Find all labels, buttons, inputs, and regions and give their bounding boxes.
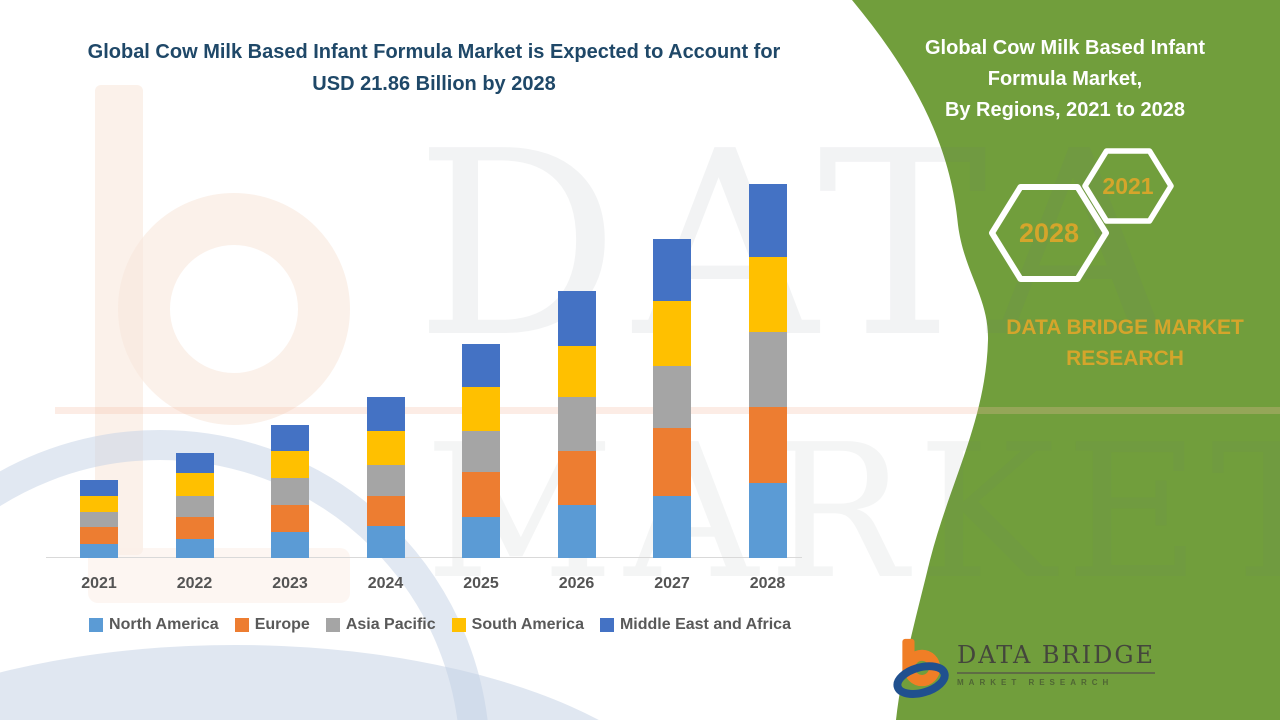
hexagon-outline-icon (989, 184, 1109, 282)
bar-segment-north-america-2028 (748, 482, 787, 558)
legend-label-middle-east-and-africa: Middle East and Africa (619, 616, 791, 633)
bar-segment-north-america-2025 (462, 516, 500, 558)
legend-swatch-icon-asia-pacific (325, 618, 340, 632)
data-bridge-logo-icon (893, 638, 949, 698)
bar-segment-middle-east-and-africa-2021 (80, 480, 118, 496)
legend-swatch-icon-europe (234, 618, 249, 632)
bar-2021 (80, 480, 118, 558)
legend-item-middle-east-and-africa: Middle East and Africa (599, 616, 791, 634)
legend-item-europe: Europe (234, 616, 310, 634)
bar-segment-europe-2028 (748, 407, 787, 483)
bar-segment-asia-pacific-2025 (462, 431, 500, 472)
legend-swatch-icon-south-america (451, 618, 466, 632)
bar-segment-middle-east-and-africa-2022 (175, 452, 214, 473)
footer-logo: DATA BRIDGE MARKET RESEARCH (893, 636, 1156, 698)
x-axis-line (46, 557, 802, 558)
bar-segment-europe-2025 (462, 471, 500, 517)
bar-segment-south-america-2026 (557, 345, 596, 398)
bar-segment-south-america-2025 (462, 386, 500, 432)
x-axis-label-2025: 2025 (463, 575, 499, 592)
bar-segment-asia-pacific-2026 (557, 397, 596, 452)
bar-segment-north-america-2023 (271, 531, 309, 558)
bar-segment-europe-2027 (653, 428, 691, 496)
side-panel-title: Global Cow Milk Based Infant Formula Mar… (890, 33, 1240, 126)
bar-2028 (748, 183, 787, 558)
legend-label-north-america: North America (109, 616, 219, 633)
side-panel-title-line2: By Regions, 2021 to 2028 (944, 99, 1186, 121)
hexagon-year-back: 2021 (1102, 172, 1154, 199)
bar-segment-asia-pacific-2021 (80, 511, 118, 528)
bar-segment-middle-east-and-africa-2026 (557, 291, 596, 346)
bar-segment-south-america-2024 (366, 430, 405, 465)
bar-segment-asia-pacific-2022 (175, 495, 214, 518)
legend-swatch-icon-north-america (89, 618, 104, 632)
x-axis-label-2027: 2027 (654, 575, 690, 592)
bar-segment-middle-east-and-africa-2024 (366, 397, 405, 431)
bar-segment-south-america-2021 (80, 495, 118, 512)
bar-segment-europe-2024 (366, 495, 405, 527)
bar-segment-asia-pacific-2023 (271, 477, 309, 505)
green-panel-shape (852, 0, 1280, 720)
legend-item-south-america: South America (451, 616, 584, 634)
footer-logo-brand: DATA BRIDGE (957, 641, 1156, 674)
chart-title-line1: Global Cow Milk Based Infant Formula Mar… (87, 41, 781, 63)
x-axis-label-2021: 2021 (81, 575, 117, 592)
plot-area: 2021 2022 2023 2024 2025 2026 2027 2028 (46, 183, 802, 592)
x-axis-label-2022: 2022 (176, 575, 213, 592)
bar-segment-north-america-2026 (557, 505, 596, 558)
legend-label-asia-pacific: Asia Pacific (345, 616, 436, 633)
footer-logo-text: DATA BRIDGE MARKET RESEARCH (957, 636, 1156, 687)
bar-2025 (462, 344, 500, 558)
legend-label-south-america: South America (471, 616, 584, 633)
bar-segment-south-america-2028 (748, 256, 787, 333)
bar-segment-south-america-2022 (175, 472, 214, 496)
bar-2022 (175, 452, 214, 558)
bar-segment-europe-2023 (271, 505, 309, 532)
legend-item-north-america: North America (89, 616, 219, 634)
bar-segment-asia-pacific-2028 (748, 332, 787, 408)
hexagon-badge-2021: 2021 (1082, 145, 1174, 227)
bar-segment-europe-2026 (557, 451, 596, 505)
bar-segment-middle-east-and-africa-2025 (462, 344, 500, 387)
bar-2023 (271, 424, 309, 558)
bar-segment-middle-east-and-africa-2028 (748, 183, 787, 257)
hexagon-outline-icon (1082, 148, 1174, 224)
bar-segment-south-america-2027 (653, 301, 691, 367)
bar-segment-north-america-2021 (80, 543, 118, 558)
legend-item-asia-pacific: Asia Pacific (325, 616, 436, 634)
legend-label-europe: Europe (254, 616, 310, 633)
x-axis-label-2023: 2023 (272, 575, 308, 592)
bar-segment-north-america-2027 (653, 495, 691, 558)
side-panel-title-line1: Global Cow Milk Based Infant Formula Mar… (924, 37, 1206, 90)
bar-segment-middle-east-and-africa-2027 (653, 239, 691, 302)
brand-name-text: DATA BRIDGE MARKET RESEARCH (1006, 316, 1244, 370)
bar-segment-asia-pacific-2024 (366, 464, 405, 496)
legend-swatch-icon-middle-east-and-africa (599, 618, 614, 632)
bar-segment-europe-2022 (175, 517, 214, 540)
bar-segment-asia-pacific-2027 (653, 366, 691, 429)
hexagon-year-front: 2028 (1018, 217, 1080, 248)
chart-legend: North America Europe Asia Pacific South Ame… (45, 616, 835, 634)
bar-2024 (366, 397, 405, 558)
x-axis-label-2026: 2026 (558, 575, 595, 592)
bar-segment-europe-2021 (80, 527, 118, 544)
chart-title-line2: USD 21.86 Billion by 2028 (312, 73, 556, 95)
x-axis-label-2024: 2024 (367, 575, 404, 592)
bar-segment-middle-east-and-africa-2023 (271, 424, 309, 452)
bar-2026 (557, 291, 596, 558)
bar-segment-north-america-2022 (175, 539, 214, 558)
footer-logo-tagline: MARKET RESEARCH (957, 678, 1114, 687)
chart-title: Global Cow Milk Based Infant Formula Mar… (28, 36, 840, 100)
bar-segment-south-america-2023 (271, 451, 309, 478)
hexagon-badge-2028: 2028 (988, 179, 1110, 287)
bar-2027 (653, 239, 691, 558)
bar-segment-north-america-2024 (366, 526, 405, 558)
x-axis-label-2028: 2028 (749, 575, 786, 592)
